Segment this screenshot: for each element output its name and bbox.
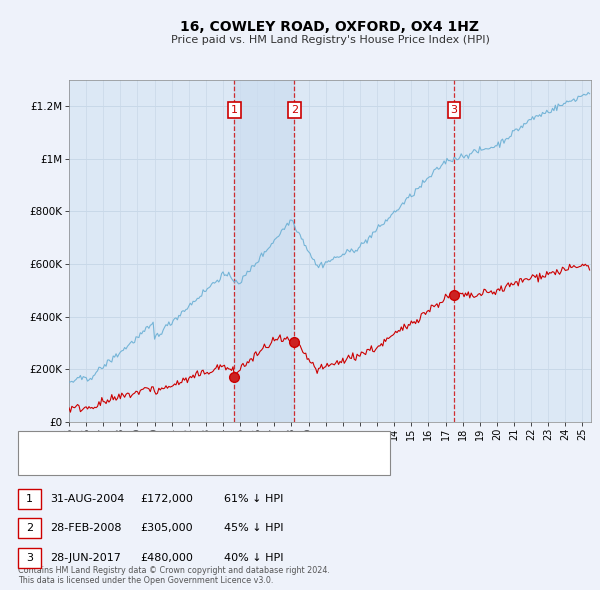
Text: 3: 3 [26, 553, 33, 562]
Text: 61% ↓ HPI: 61% ↓ HPI [224, 494, 283, 503]
Text: 45% ↓ HPI: 45% ↓ HPI [224, 523, 283, 533]
Text: 28-JUN-2017: 28-JUN-2017 [50, 553, 121, 562]
Text: 1: 1 [231, 105, 238, 115]
Text: 1: 1 [26, 494, 33, 503]
Text: 2: 2 [291, 105, 298, 115]
Text: 16, COWLEY ROAD, OXFORD, OX4 1HZ (detached house): 16, COWLEY ROAD, OXFORD, OX4 1HZ (detach… [63, 438, 346, 448]
Text: 40% ↓ HPI: 40% ↓ HPI [224, 553, 283, 562]
Bar [235, 80, 295, 422]
Text: 28-FEB-2008: 28-FEB-2008 [50, 523, 121, 533]
Text: Price paid vs. HM Land Registry's House Price Index (HPI): Price paid vs. HM Land Registry's House … [170, 35, 490, 45]
Text: £172,000: £172,000 [140, 494, 193, 503]
Text: 3: 3 [451, 105, 457, 115]
Text: 31-AUG-2004: 31-AUG-2004 [50, 494, 124, 503]
Text: HPI: Average price, detached house, Oxford: HPI: Average price, detached house, Oxfo… [63, 458, 281, 467]
Text: 16, COWLEY ROAD, OXFORD, OX4 1HZ: 16, COWLEY ROAD, OXFORD, OX4 1HZ [181, 19, 479, 34]
Text: £305,000: £305,000 [140, 523, 193, 533]
Text: 2: 2 [26, 523, 33, 533]
Text: £480,000: £480,000 [140, 553, 193, 562]
Text: Contains HM Land Registry data © Crown copyright and database right 2024.
This d: Contains HM Land Registry data © Crown c… [18, 566, 330, 585]
